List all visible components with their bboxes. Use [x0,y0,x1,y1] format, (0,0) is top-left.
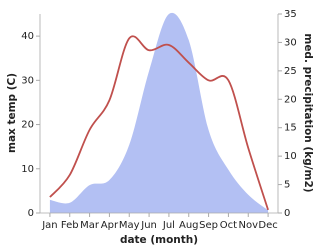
y2-tick-label: 20 [284,94,297,105]
y2-tick-label: 10 [284,151,297,162]
x-tick-label: Jan [41,220,57,231]
y2-tick-label: 30 [284,37,297,48]
x-tick-label: Mar [80,220,100,231]
y2-tick-label: 0 [284,208,290,219]
precip-area [49,12,269,213]
y2-tick-label: 35 [284,9,297,20]
temp-line [49,35,269,211]
x-tick-label: Sep [199,220,218,231]
x-axis-label: date (month) [120,234,198,246]
axis-frame [39,14,279,214]
y2-axis-label: med. precipitation (kg/m2) [302,33,314,192]
y2-tick-label: 25 [284,66,297,77]
x-tick-label: Feb [61,220,79,231]
y-tick-label: 40 [21,31,34,42]
y2-tick-label: 5 [284,180,290,191]
y-axis-label: max temp (C) [6,73,18,153]
x-tick-label: May [119,220,140,231]
y-tick-label: 30 [21,75,34,86]
y2-tick-label: 15 [284,123,297,134]
x-tick-label: Dec [258,220,277,231]
y-tick-label: 10 [21,164,34,175]
x-tick-label: Nov [238,220,258,231]
y-tick-label: 0 [28,208,34,219]
x-tick-label: Oct [220,220,237,231]
x-tick-label: Apr [101,220,119,231]
x-tick-label: Aug [179,220,199,231]
y-tick-label: 20 [21,120,34,131]
x-tick-label: Jul [162,220,175,231]
x-tick-label: Jun [140,220,157,231]
